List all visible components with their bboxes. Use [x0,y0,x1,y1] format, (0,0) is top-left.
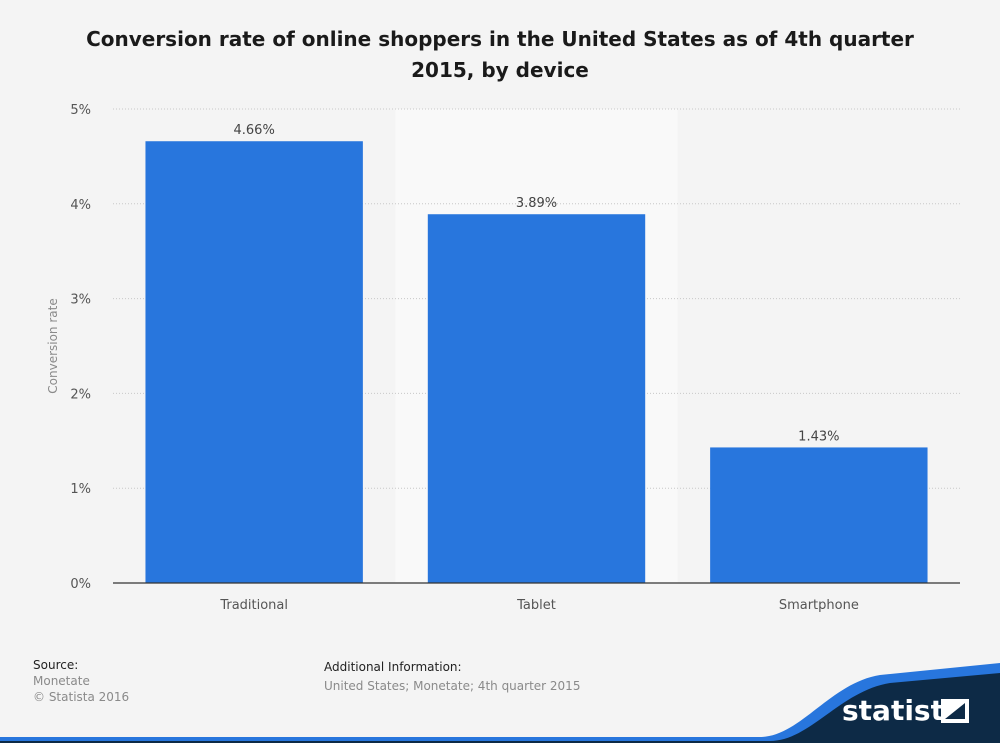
y-tick-label: 0% [70,577,91,592]
bar-smartphone [710,447,928,583]
bar-tablet [427,214,646,583]
y-tick-label: 1% [70,482,91,497]
x-tick-label: Traditional [219,598,288,613]
data-label: 1.43% [798,429,839,444]
statista-logo-icon [941,699,969,723]
additional-info-text: United States; Monetate; 4th quarter 201… [324,679,581,693]
source-label: Source: [33,658,79,672]
brand-wave [0,663,1000,743]
x-tick-label: Tablet [516,598,556,613]
chart-title: Conversion rate of online shoppers in th… [86,27,914,82]
x-tick-label: Smartphone [779,598,859,613]
y-tick-label: 3% [70,293,91,308]
y-tick-label: 5% [70,103,91,118]
additional-info-label: Additional Information: [324,660,462,674]
bar-chart: 0% 1% 2% 3% 4% 5% 4.66% Traditional 3.89% Tablet 1… [46,103,960,613]
data-label: 4.66% [234,123,275,138]
data-label: 3.89% [516,196,557,211]
copyright-text: © Statista 2016 [33,690,130,704]
y-axis-label: Conversion rate [46,298,60,393]
y-tick-label: 4% [70,198,91,213]
bar-traditional [145,141,363,583]
y-tick-label: 2% [70,387,91,402]
source-name: Monetate [33,674,90,688]
